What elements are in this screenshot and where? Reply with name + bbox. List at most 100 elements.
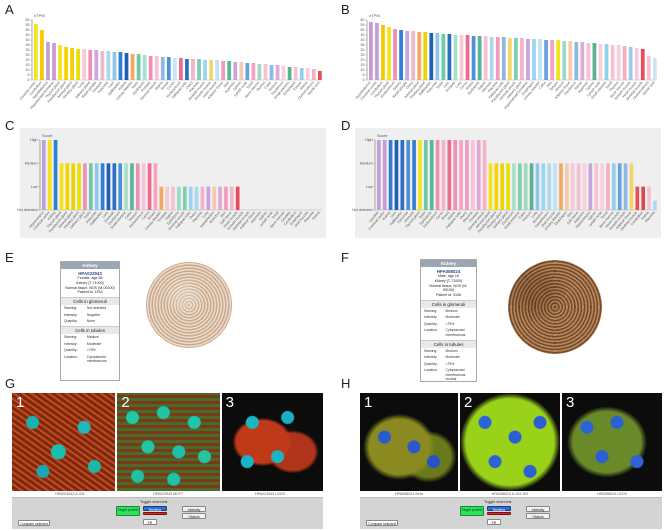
bar[interactable]	[118, 163, 123, 210]
bar[interactable]	[393, 29, 397, 80]
bar[interactable]	[47, 140, 52, 210]
bar[interactable]	[142, 55, 147, 80]
bar[interactable]	[488, 163, 493, 210]
bar[interactable]	[191, 59, 195, 80]
bar[interactable]	[465, 35, 470, 80]
bar[interactable]	[399, 30, 403, 80]
bar[interactable]	[71, 163, 76, 210]
if-image-g-1[interactable]: 1	[12, 393, 116, 491]
bar[interactable]	[641, 186, 646, 210]
bar[interactable]	[544, 40, 548, 80]
bar[interactable]	[653, 200, 657, 210]
bar[interactable]	[400, 140, 405, 210]
bar[interactable]	[83, 163, 87, 210]
bar[interactable]	[576, 163, 581, 210]
bar[interactable]	[526, 39, 530, 80]
bar[interactable]	[52, 43, 56, 80]
bar[interactable]	[405, 31, 409, 80]
bar[interactable]	[424, 140, 428, 210]
bar[interactable]	[652, 58, 657, 80]
bar[interactable]	[124, 163, 128, 210]
er-button[interactable]: ER	[487, 519, 501, 525]
target-protein-button[interactable]: Target protein	[116, 506, 140, 516]
bar[interactable]	[565, 163, 569, 210]
bar[interactable]	[435, 140, 440, 210]
bar[interactable]	[212, 186, 217, 210]
bar[interactable]	[617, 163, 622, 210]
bar[interactable]	[520, 38, 524, 80]
bar[interactable]	[40, 30, 44, 80]
bar[interactable]	[559, 163, 563, 210]
bar[interactable]	[541, 163, 546, 210]
bar[interactable]	[453, 35, 458, 80]
bar[interactable]	[42, 140, 46, 210]
bar[interactable]	[245, 63, 250, 80]
bar[interactable]	[562, 41, 567, 80]
bar[interactable]	[171, 186, 175, 210]
bar[interactable]	[592, 43, 597, 80]
er-button[interactable]: ER	[143, 519, 157, 525]
bar[interactable]	[459, 140, 463, 210]
bar[interactable]	[447, 34, 452, 80]
if-image-g-3[interactable]: 3	[221, 393, 323, 491]
bar[interactable]	[65, 163, 70, 210]
bar[interactable]	[518, 163, 522, 210]
bar[interactable]	[381, 25, 385, 80]
nucleus-button[interactable]: Nucleus	[487, 506, 511, 512]
bar[interactable]	[640, 49, 645, 80]
bar[interactable]	[482, 140, 487, 210]
bar[interactable]	[465, 140, 469, 210]
bar[interactable]	[100, 51, 105, 80]
bar[interactable]	[53, 140, 58, 210]
bar[interactable]	[647, 186, 651, 210]
bar[interactable]	[423, 32, 428, 80]
bar[interactable]	[194, 186, 199, 210]
bar[interactable]	[165, 186, 170, 210]
bar[interactable]	[130, 163, 134, 210]
compare-selected-button[interactable]: Compare selected	[366, 520, 398, 526]
microtubules-button[interactable]	[143, 512, 167, 515]
bar[interactable]	[447, 140, 452, 210]
bar[interactable]	[154, 56, 159, 80]
bar[interactable]	[172, 58, 177, 80]
bar[interactable]	[629, 163, 634, 210]
bar[interactable]	[263, 64, 268, 80]
bar[interactable]	[550, 40, 554, 80]
bar[interactable]	[459, 35, 464, 80]
bar[interactable]	[512, 163, 516, 210]
tissue-microarray-image-f[interactable]	[508, 260, 602, 354]
bar[interactable]	[622, 46, 627, 80]
bar[interactable]	[148, 56, 153, 80]
bar[interactable]	[553, 163, 557, 210]
bar[interactable]	[197, 59, 201, 80]
bar[interactable]	[251, 63, 256, 80]
bar[interactable]	[227, 61, 232, 80]
bar[interactable]	[417, 32, 422, 80]
bar[interactable]	[136, 54, 141, 80]
bar[interactable]	[136, 163, 140, 210]
bar[interactable]	[230, 186, 234, 210]
bar[interactable]	[375, 23, 379, 80]
bar[interactable]	[441, 140, 446, 210]
bar[interactable]	[269, 65, 274, 80]
bar[interactable]	[130, 54, 135, 80]
bar[interactable]	[34, 24, 38, 80]
objects-button[interactable]: Objects	[526, 513, 550, 519]
bar[interactable]	[235, 186, 240, 210]
bar[interactable]	[538, 39, 542, 80]
bar[interactable]	[305, 68, 310, 80]
bar[interactable]	[514, 38, 518, 80]
bar[interactable]	[594, 163, 599, 210]
bar[interactable]	[412, 140, 416, 210]
bar[interactable]	[586, 43, 591, 80]
if-image-h-3[interactable]: 3	[562, 393, 662, 491]
bar[interactable]	[299, 68, 304, 80]
bar[interactable]	[94, 163, 99, 210]
bar[interactable]	[387, 27, 391, 80]
bar[interactable]	[58, 45, 62, 80]
bar[interactable]	[574, 42, 579, 80]
bar[interactable]	[477, 36, 482, 80]
bar[interactable]	[418, 140, 422, 210]
bar[interactable]	[179, 58, 183, 80]
card-antibody-id[interactable]: HPA023943	[78, 271, 102, 276]
